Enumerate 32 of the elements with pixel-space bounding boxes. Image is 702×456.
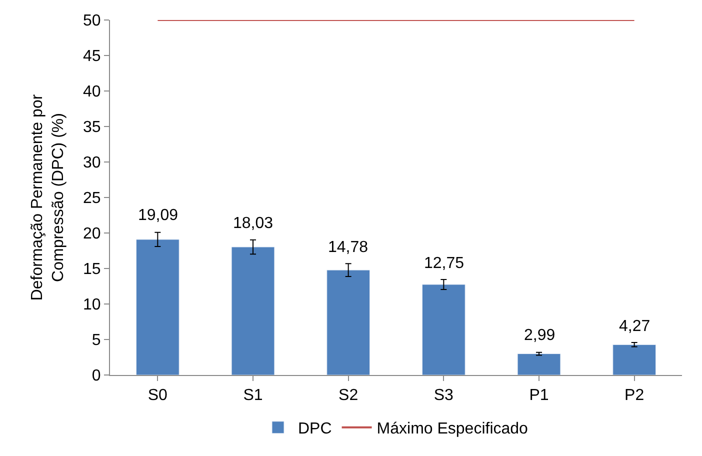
- x-tick-label: P1: [529, 387, 549, 404]
- y-tick-label: 15: [83, 261, 101, 278]
- data-label: 14,78: [328, 239, 368, 256]
- bar: [231, 246, 275, 375]
- data-label: 4,27: [619, 318, 650, 335]
- x-tick-label: S2: [338, 387, 358, 404]
- bar: [422, 284, 466, 375]
- y-tick-label: 50: [83, 12, 101, 30]
- data-label: 18,03: [233, 215, 274, 232]
- y-tick-label: 0: [92, 368, 101, 385]
- y-tick-label: 30: [83, 154, 101, 172]
- legend-label: DPC: [298, 420, 332, 438]
- y-tick-label: 35: [83, 119, 101, 136]
- bar: [136, 239, 180, 375]
- y-tick-label: 10: [83, 296, 101, 314]
- x-tick-label: P2: [624, 387, 644, 404]
- data-label: 12,75: [424, 255, 464, 272]
- x-tick-label: S1: [243, 387, 263, 404]
- y-tick-label: 20: [83, 226, 101, 243]
- data-label: 2,99: [524, 327, 556, 344]
- x-tick-label: S0: [148, 387, 168, 404]
- x-tick-label: S3: [434, 387, 454, 404]
- y-tick-label: 5: [92, 332, 101, 350]
- y-axis-title: Deformação Permanente por Compressão (DPC) (%): [29, 94, 67, 301]
- bar: [612, 344, 656, 375]
- bar: [517, 354, 561, 375]
- y-tick-label: 45: [83, 48, 101, 66]
- y-tick-label: 25: [83, 190, 101, 208]
- data-label: 19,09: [138, 207, 178, 224]
- legend-label: Máximo Especificado: [376, 420, 528, 438]
- y-tick-label: 40: [83, 84, 101, 101]
- bar: [326, 270, 370, 375]
